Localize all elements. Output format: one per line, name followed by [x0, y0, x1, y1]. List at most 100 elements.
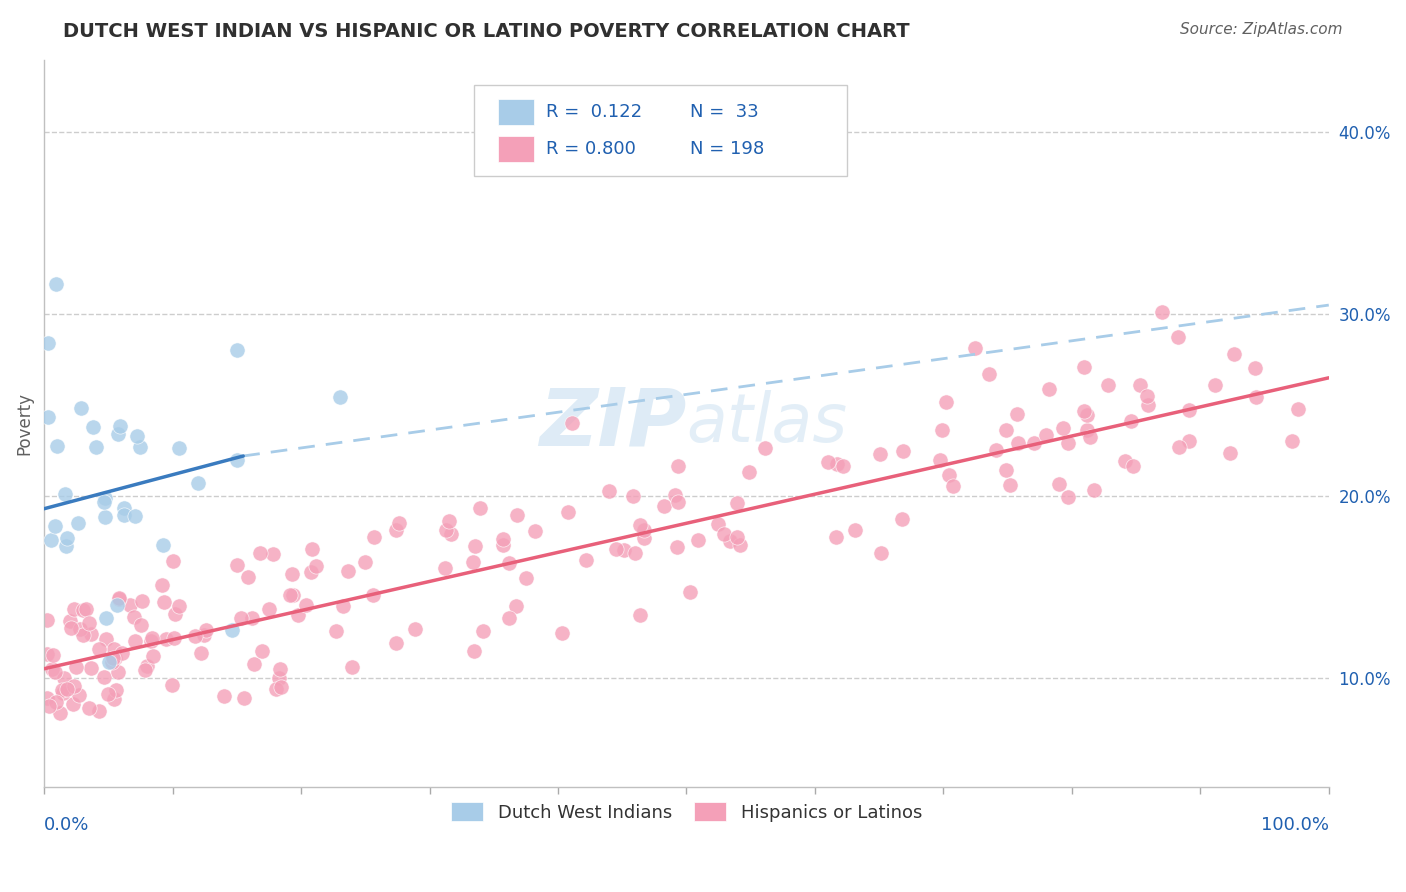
- Point: [505, 508, 527, 522]
- Point: [1076, 409, 1098, 423]
- Point: [259, 601, 281, 615]
- Point: [63, 679, 86, 693]
- Point: [824, 530, 846, 544]
- Point: [287, 607, 309, 622]
- Point: [186, 476, 208, 491]
- Point: [122, 610, 145, 624]
- Point: [107, 427, 129, 442]
- Point: [869, 546, 891, 560]
- Point: [165, 607, 187, 621]
- Point: [463, 555, 485, 569]
- Point: [929, 453, 952, 467]
- Point: [1129, 377, 1152, 392]
- Point: [340, 659, 363, 673]
- Point: [491, 532, 513, 546]
- Point: [404, 622, 426, 636]
- Point: [96, 632, 118, 646]
- Point: [598, 483, 620, 498]
- Point: [1243, 360, 1265, 375]
- Point: [1136, 398, 1159, 412]
- Point: [240, 611, 263, 625]
- Point: [59, 614, 82, 628]
- Point: [498, 557, 520, 571]
- Point: [87, 704, 110, 718]
- Text: R = 0.800: R = 0.800: [547, 140, 637, 158]
- Text: 0.0%: 0.0%: [44, 816, 90, 834]
- Point: [236, 570, 259, 584]
- Point: [325, 624, 347, 639]
- Point: [65, 660, 87, 674]
- Point: [51, 682, 73, 697]
- Point: [267, 671, 290, 685]
- Point: [35, 691, 58, 706]
- Point: [1038, 382, 1060, 396]
- Point: [75, 602, 97, 616]
- Point: [633, 531, 655, 545]
- Point: [193, 628, 215, 642]
- Point: [718, 534, 741, 549]
- Point: [153, 595, 176, 609]
- Point: [437, 514, 460, 528]
- FancyBboxPatch shape: [474, 85, 846, 176]
- Point: [67, 688, 90, 702]
- Point: [105, 598, 128, 612]
- Point: [108, 419, 131, 434]
- Point: [160, 677, 183, 691]
- Point: [111, 646, 134, 660]
- Point: [492, 538, 515, 552]
- Point: [1007, 436, 1029, 450]
- Point: [226, 558, 249, 573]
- Point: [69, 623, 91, 637]
- Point: [984, 442, 1007, 457]
- Point: [141, 633, 163, 648]
- Point: [329, 391, 352, 405]
- Point: [1167, 329, 1189, 343]
- Point: [523, 524, 546, 538]
- Point: [938, 467, 960, 482]
- Point: [94, 510, 117, 524]
- Point: [45, 695, 67, 709]
- Point: [38, 699, 60, 714]
- Point: [129, 440, 152, 454]
- Point: [464, 540, 486, 554]
- Text: ZIP: ZIP: [538, 384, 686, 462]
- Point: [107, 665, 129, 680]
- Point: [515, 571, 537, 585]
- Point: [965, 341, 987, 355]
- Point: [103, 691, 125, 706]
- Point: [49, 706, 72, 720]
- Point: [624, 546, 647, 560]
- Point: [72, 628, 94, 642]
- Point: [77, 615, 100, 630]
- Point: [131, 594, 153, 608]
- Point: [666, 495, 689, 509]
- Point: [35, 613, 58, 627]
- Point: [1286, 402, 1309, 417]
- Point: [46, 439, 69, 453]
- Point: [1219, 445, 1241, 459]
- Point: [1052, 421, 1074, 435]
- Point: [621, 489, 644, 503]
- Point: [94, 491, 117, 506]
- Point: [361, 588, 384, 602]
- Point: [664, 488, 686, 502]
- Point: [269, 663, 291, 677]
- Point: [80, 627, 103, 641]
- Point: [935, 395, 957, 409]
- Point: [738, 465, 761, 479]
- Point: [1152, 304, 1174, 318]
- Point: [1083, 483, 1105, 498]
- Point: [1204, 377, 1226, 392]
- Point: [243, 657, 266, 671]
- Point: [1223, 347, 1246, 361]
- Point: [82, 420, 104, 434]
- Text: R =  0.122: R = 0.122: [547, 103, 643, 121]
- Point: [142, 649, 165, 664]
- Point: [120, 599, 142, 613]
- Point: [281, 566, 304, 581]
- Point: [998, 478, 1021, 492]
- Point: [152, 537, 174, 551]
- Point: [725, 530, 748, 544]
- Point: [470, 500, 492, 515]
- Point: [891, 443, 914, 458]
